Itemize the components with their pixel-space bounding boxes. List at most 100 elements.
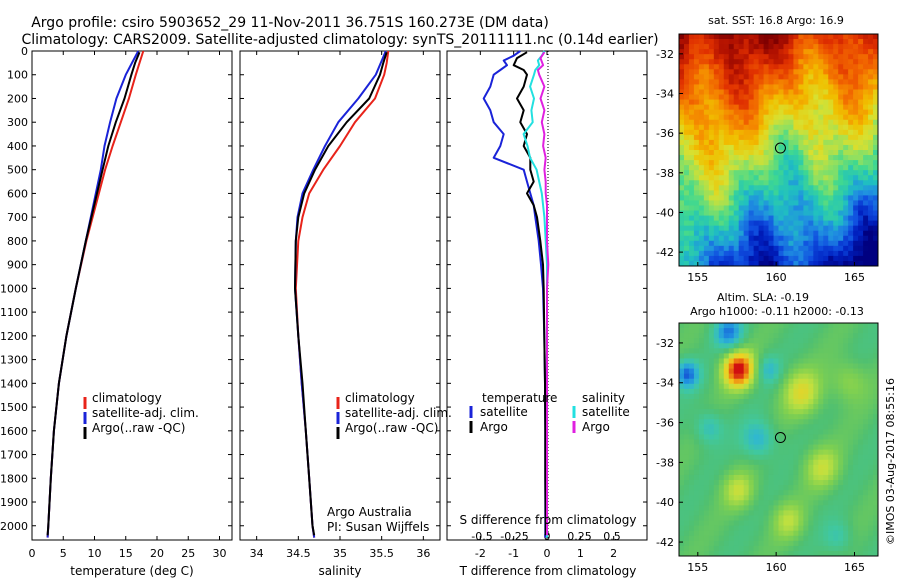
map-cell [713, 170, 720, 176]
map-cell [703, 444, 710, 451]
map-cell [788, 74, 794, 80]
map-cell [768, 129, 774, 136]
map-cell [863, 358, 869, 364]
map-cell [783, 94, 789, 100]
map-cell [703, 429, 710, 435]
map-cell [873, 333, 879, 339]
map-cell [693, 74, 700, 80]
map-cell [768, 474, 774, 481]
map-cell [803, 49, 809, 55]
map-cell [703, 550, 710, 557]
map-cell [753, 59, 760, 65]
map-cell [843, 220, 849, 227]
map-cell [788, 368, 794, 375]
map-cell [683, 134, 690, 141]
map-cell [773, 195, 779, 201]
map-cell [868, 109, 874, 116]
map-cell [873, 195, 879, 201]
map-cell [688, 250, 695, 257]
map-cell [808, 343, 814, 349]
map-cell [778, 49, 784, 55]
map-cell [733, 363, 740, 369]
map-cell [748, 378, 755, 385]
map-cell [723, 69, 730, 75]
map-cell [688, 459, 695, 466]
map-cell [858, 134, 864, 141]
map-cell [868, 358, 874, 364]
map-cell [713, 323, 720, 329]
map-cell [723, 505, 730, 511]
map-cell [743, 368, 750, 375]
map-cell [853, 260, 859, 267]
map-cell [873, 373, 879, 380]
map-cell [748, 439, 755, 445]
map-cell [823, 545, 829, 552]
map-cell [728, 220, 735, 227]
map-cell [698, 550, 705, 557]
map-cell [833, 459, 839, 466]
map-cell [773, 404, 779, 410]
map-cell [868, 89, 874, 95]
map-cell [768, 363, 774, 369]
map-cell [868, 260, 874, 267]
map-cell [798, 338, 804, 344]
map-cell [808, 49, 814, 55]
map-cell [733, 474, 740, 481]
map-cell [873, 530, 879, 537]
map-cell [679, 235, 685, 242]
map-cell [798, 215, 804, 222]
map-cell [738, 515, 745, 521]
map-cell [723, 439, 730, 445]
map-cell [708, 195, 715, 201]
map-cell [688, 195, 695, 201]
map-cell [868, 353, 874, 359]
map-cell [708, 210, 715, 216]
map-cell [863, 185, 869, 191]
map-cell [688, 409, 695, 415]
map-cell [858, 59, 864, 65]
map-cell [848, 109, 854, 116]
map-cell [868, 525, 874, 532]
map-cell [688, 358, 695, 364]
series-t-satellite [482, 50, 547, 538]
map-cell [868, 439, 874, 445]
map-cell [848, 225, 854, 232]
map-cell [693, 54, 700, 60]
map-cell [818, 530, 824, 537]
map-cell [838, 348, 844, 354]
map-cell [838, 454, 844, 461]
map-cell [733, 378, 740, 385]
map-cell [868, 139, 874, 146]
map-cell [863, 495, 869, 501]
map-cell [783, 510, 789, 516]
map-cell [679, 129, 685, 136]
map-cell [683, 74, 690, 80]
map-cell [753, 175, 760, 181]
map-cell [818, 373, 824, 380]
map-cell [718, 535, 725, 542]
map-cell [758, 429, 764, 435]
map-cell [788, 328, 794, 334]
map-cell [773, 150, 779, 156]
map-cell [818, 215, 824, 222]
map-cell [748, 495, 755, 501]
map-cell [723, 180, 730, 186]
map-cell [708, 323, 715, 329]
map-cell [713, 505, 720, 511]
map-cell [863, 175, 869, 181]
map-cell [778, 338, 784, 344]
map-cell [853, 505, 859, 511]
map-cell [828, 64, 834, 70]
map-cell [708, 414, 715, 420]
map-cell [773, 205, 779, 211]
map-cell [873, 398, 879, 405]
map-cell [833, 424, 839, 430]
map-cell [703, 250, 710, 257]
map-cell [838, 459, 844, 466]
map-cell [733, 454, 740, 461]
map-cell [778, 373, 784, 380]
map-cell [863, 323, 869, 329]
map-cell [688, 49, 695, 55]
map-cell [723, 373, 730, 380]
map-cell [808, 109, 814, 116]
